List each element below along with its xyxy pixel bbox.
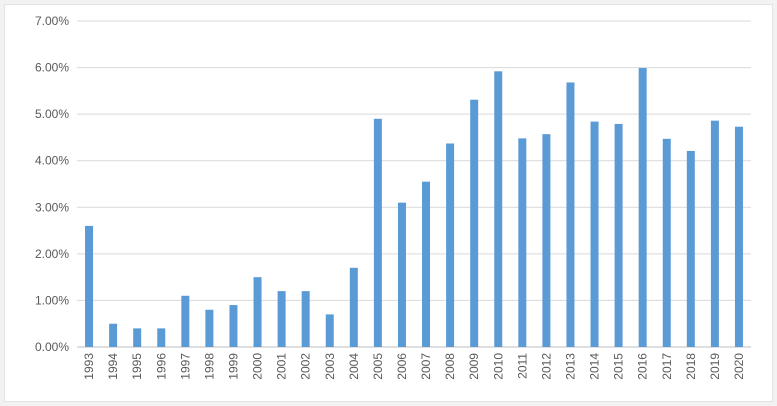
x-tick-label-1994: 1994 bbox=[106, 353, 120, 380]
x-tick-label-2017: 2017 bbox=[660, 353, 674, 380]
x-tick-label-2011: 2011 bbox=[515, 353, 529, 379]
y-tick-label: 5.00% bbox=[35, 107, 69, 121]
x-tick-label-2008: 2008 bbox=[443, 353, 457, 380]
x-tick-label-2015: 2015 bbox=[612, 353, 626, 380]
bar-2014 bbox=[590, 121, 599, 347]
bar-2009 bbox=[470, 99, 479, 347]
y-tick-label: 1.00% bbox=[35, 293, 69, 307]
bar-2011 bbox=[518, 138, 527, 347]
bar-2002 bbox=[301, 291, 310, 347]
x-tick-label-2013: 2013 bbox=[563, 353, 577, 380]
x-tick-label-2019: 2019 bbox=[708, 353, 722, 380]
x-tick-label-2010: 2010 bbox=[491, 353, 505, 380]
x-tick-label-1997: 1997 bbox=[178, 353, 192, 380]
x-tick-label-2000: 2000 bbox=[251, 353, 265, 380]
x-tick-label-2020: 2020 bbox=[732, 353, 746, 380]
y-tick-label: 2.00% bbox=[35, 247, 69, 261]
x-axis-tick-labels: 1993 1994 1995 1996 1997 1998 1999 2000 2001 2002… bbox=[82, 353, 746, 380]
x-tick-label-1998: 1998 bbox=[202, 353, 216, 380]
bar-2018 bbox=[686, 150, 695, 347]
bar-2004 bbox=[349, 267, 358, 347]
bar-2000 bbox=[253, 277, 262, 347]
x-tick-label-1999: 1999 bbox=[226, 353, 240, 380]
bar-2001 bbox=[277, 291, 286, 347]
bar-2010 bbox=[494, 71, 503, 347]
chart-area: 0.00% 1.00% 2.00% 3.00% 4.00% 5.00% 6.00% 7.00%… bbox=[4, 4, 773, 402]
bar-1998 bbox=[205, 309, 214, 347]
bar-2015 bbox=[614, 123, 623, 348]
bars bbox=[85, 68, 743, 348]
x-tick-label-2012: 2012 bbox=[539, 353, 553, 380]
bar-2005 bbox=[373, 118, 382, 347]
bar-2006 bbox=[397, 202, 406, 347]
x-tick-label-1996: 1996 bbox=[154, 353, 168, 380]
bar-1995 bbox=[133, 328, 142, 347]
bar-chart: 0.00% 1.00% 2.00% 3.00% 4.00% 5.00% 6.00% 7.00%… bbox=[35, 14, 751, 380]
bar-2013 bbox=[566, 82, 575, 347]
x-tick-label-2001: 2001 bbox=[275, 353, 289, 380]
bar-1999 bbox=[229, 305, 238, 347]
bar-2017 bbox=[662, 138, 671, 347]
gridlines bbox=[77, 20, 751, 348]
bar-2016 bbox=[638, 68, 647, 347]
bar-2020 bbox=[734, 126, 743, 348]
x-tick-label-2005: 2005 bbox=[371, 353, 385, 380]
x-tick-label-2006: 2006 bbox=[395, 353, 409, 380]
x-tick-label-2002: 2002 bbox=[299, 353, 313, 380]
bar-2019 bbox=[710, 120, 719, 347]
bar-2007 bbox=[422, 181, 431, 347]
y-tick-label: 6.00% bbox=[35, 61, 69, 75]
x-tick-label-2007: 2007 bbox=[419, 353, 433, 380]
x-tick-label-2009: 2009 bbox=[467, 353, 481, 380]
x-tick-label-1993: 1993 bbox=[82, 353, 96, 380]
bar-2012 bbox=[542, 134, 551, 347]
bar-1993 bbox=[85, 225, 94, 347]
y-tick-label: 0.00% bbox=[35, 340, 69, 354]
y-axis-tick-labels: 0.00% 1.00% 2.00% 3.00% 4.00% 5.00% 6.00% 7.00% bbox=[35, 14, 69, 354]
bar-2008 bbox=[446, 143, 455, 347]
y-tick-label: 7.00% bbox=[35, 14, 69, 28]
x-tick-label-2018: 2018 bbox=[684, 353, 698, 380]
bar-2003 bbox=[325, 314, 334, 347]
y-tick-label: 4.00% bbox=[35, 154, 69, 168]
bar-1997 bbox=[181, 295, 190, 347]
bar-1994 bbox=[109, 323, 118, 347]
bar-1996 bbox=[157, 328, 166, 347]
x-tick-label-2003: 2003 bbox=[323, 353, 337, 380]
x-tick-label-1995: 1995 bbox=[130, 353, 144, 380]
x-tick-label-2016: 2016 bbox=[636, 353, 650, 380]
x-tick-label-2014: 2014 bbox=[588, 353, 602, 380]
x-tick-label-2004: 2004 bbox=[347, 353, 361, 380]
y-tick-label: 3.00% bbox=[35, 200, 69, 214]
